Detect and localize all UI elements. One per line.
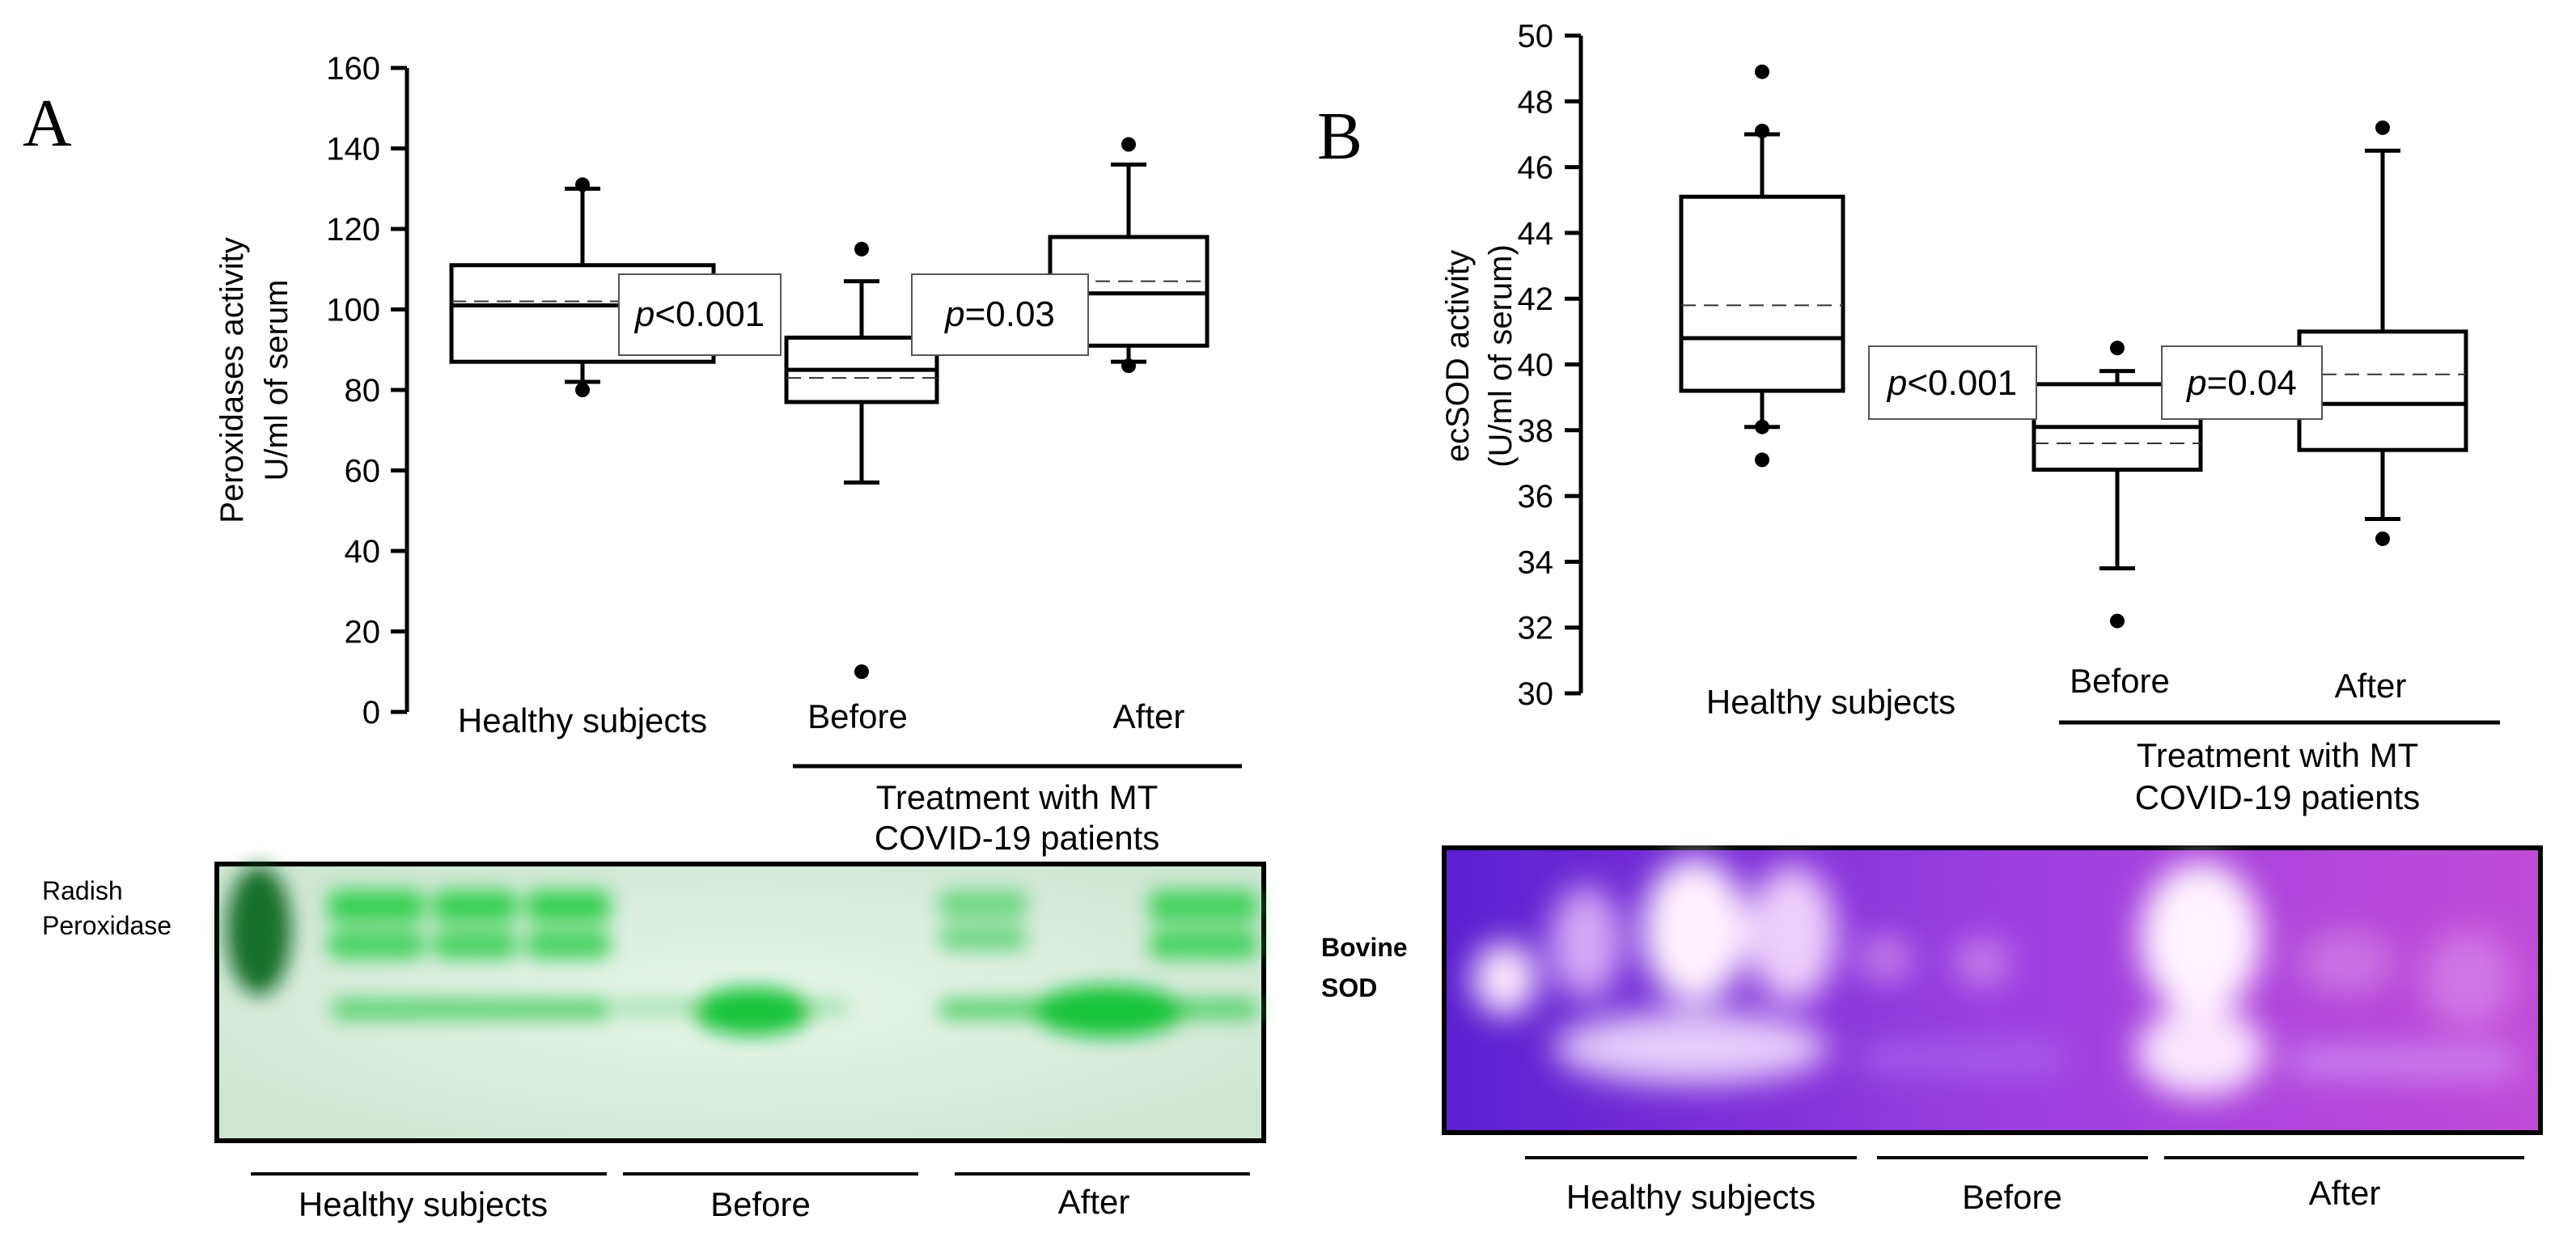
y-tick-label: 100 [326, 293, 380, 328]
category-label-before: Before [2070, 662, 2170, 700]
y-tick-label: 36 [1518, 479, 1554, 515]
lane-group-label-after: After [2309, 1174, 2381, 1212]
y-tick-label: 42 [1518, 282, 1554, 317]
p-value-box-2: p=0.04 [2161, 345, 2323, 420]
gel-background [1442, 845, 2543, 1135]
y-tick-label: 32 [1518, 611, 1554, 646]
y-axis-title-line1: Peroxidases activity [214, 237, 250, 523]
box-healthy-subjects [1679, 64, 1845, 468]
panel-a-letter: A [23, 86, 72, 161]
gel-bands [227, 866, 1258, 1037]
lane-group-label-before: Before [710, 1185, 811, 1223]
box-series [1679, 64, 2468, 629]
svg-text:p<0.001: p<0.001 [633, 294, 765, 334]
gel-image-sod: Bovine SOD Healthy subjects Before After [1321, 845, 2543, 1216]
outlier-point [575, 177, 590, 193]
y-tick-label: 44 [1518, 216, 1554, 252]
outlier-point [2375, 120, 2390, 135]
group-label-line2: COVID-19 patients [875, 819, 1160, 857]
group-label-line2: COVID-19 patients [2135, 778, 2421, 816]
y-tick-label: 120 [326, 212, 380, 248]
gel-bands [1472, 858, 2516, 1096]
y-tick-label: 80 [345, 373, 381, 409]
box-before [784, 241, 939, 680]
gel-standard-label-line1: Bovine [1321, 933, 1408, 962]
y-tick-label: 40 [1518, 348, 1554, 383]
outlier-point [2110, 341, 2125, 356]
box-iqr [2297, 329, 2468, 452]
outlier-point [1755, 419, 1769, 434]
y-ticks: 30 32 34 36 38 40 42 44 46 48 50 [1518, 19, 1581, 712]
outlier-point [854, 664, 869, 680]
outlier-point [1121, 137, 1136, 152]
y-tick-label: 38 [1518, 413, 1554, 449]
box-after [2297, 120, 2468, 546]
outlier-point [1121, 358, 1136, 374]
svg-text:p=0.04: p=0.04 [2185, 363, 2297, 403]
p-value: <0.001 [655, 294, 765, 334]
group-label-line1: Treatment with MT [2137, 736, 2419, 774]
y-tick-label: 60 [345, 454, 381, 489]
gel-standard-label-line2: SOD [1321, 973, 1377, 1002]
outlier-point [1755, 452, 1769, 468]
lane-group-label-healthy: Healthy subjects [1566, 1178, 1815, 1216]
y-tick-label: 48 [1518, 84, 1554, 120]
y-tick-label: 50 [1518, 19, 1554, 54]
p-value: <0.001 [1907, 363, 2017, 403]
outlier-point [575, 383, 590, 397]
svg-text:p<0.001: p<0.001 [1886, 363, 2017, 403]
y-axis-title-line2: (U/ml of serum) [1483, 244, 1519, 468]
lane-group-label-before: Before [1962, 1178, 2062, 1216]
category-label-healthy: Healthy subjects [1706, 683, 1955, 721]
y-tick-label: 46 [1518, 150, 1554, 186]
outlier-point [2375, 531, 2390, 546]
group-label-line1: Treatment with MT [876, 778, 1159, 816]
y-tick-label: 20 [345, 615, 381, 650]
p-value-box-2: p=0.03 [911, 273, 1089, 356]
p-symbol: p [943, 294, 964, 334]
y-axis-title-line2: U/ml of serum [259, 280, 294, 481]
p-value-box-1: p<0.001 [618, 273, 782, 356]
y-axis-title-line1: ecSOD activity [1440, 250, 1476, 462]
category-label-after: After [2335, 667, 2407, 705]
p-symbol: p [633, 294, 655, 334]
y-tick-label: 140 [326, 132, 380, 167]
category-label-after: After [1113, 697, 1185, 735]
y-ticks: 0 20 40 60 80 100 120 140 160 [326, 51, 407, 731]
panel-b-letter: B [1317, 99, 1362, 174]
chart-peroxidases: 0 20 40 60 80 100 120 140 160 Peroxidases activi… [214, 51, 1242, 857]
outlier-point [1755, 64, 1769, 79]
p-value: =0.04 [2207, 363, 2297, 403]
gel-image-peroxidase: Radish Peroxidase Healthy subjects Befor… [42, 862, 1266, 1223]
box-series [449, 137, 1210, 680]
p-value: =0.03 [965, 294, 1055, 334]
chart-ecsod: 30 32 34 36 38 40 42 44 46 48 50 ecSOD activity (U… [1440, 19, 2500, 816]
category-label-healthy: Healthy subjects [458, 701, 707, 739]
y-tick-label: 0 [362, 695, 380, 731]
y-tick-label: 34 [1518, 544, 1554, 580]
p-symbol: p [2185, 363, 2206, 403]
lane-group-label-after: After [1058, 1183, 1130, 1221]
y-tick-label: 40 [345, 534, 381, 570]
outlier-point [854, 241, 869, 256]
p-value-box-1: p<0.001 [1868, 345, 2037, 420]
gel-standard-label-line2: Peroxidase [42, 911, 172, 940]
outlier-point [2110, 613, 2125, 629]
gel-standard-label-line1: Radish [42, 876, 123, 905]
box-iqr [1679, 194, 1845, 393]
svg-text:p=0.03: p=0.03 [943, 294, 1055, 334]
category-label-before: Before [807, 697, 908, 735]
y-tick-label: 30 [1518, 676, 1554, 712]
p-symbol: p [1886, 363, 1907, 403]
outlier-point [1755, 123, 1769, 138]
lane-group-label-healthy: Healthy subjects [299, 1185, 548, 1223]
y-tick-label: 160 [326, 51, 380, 87]
